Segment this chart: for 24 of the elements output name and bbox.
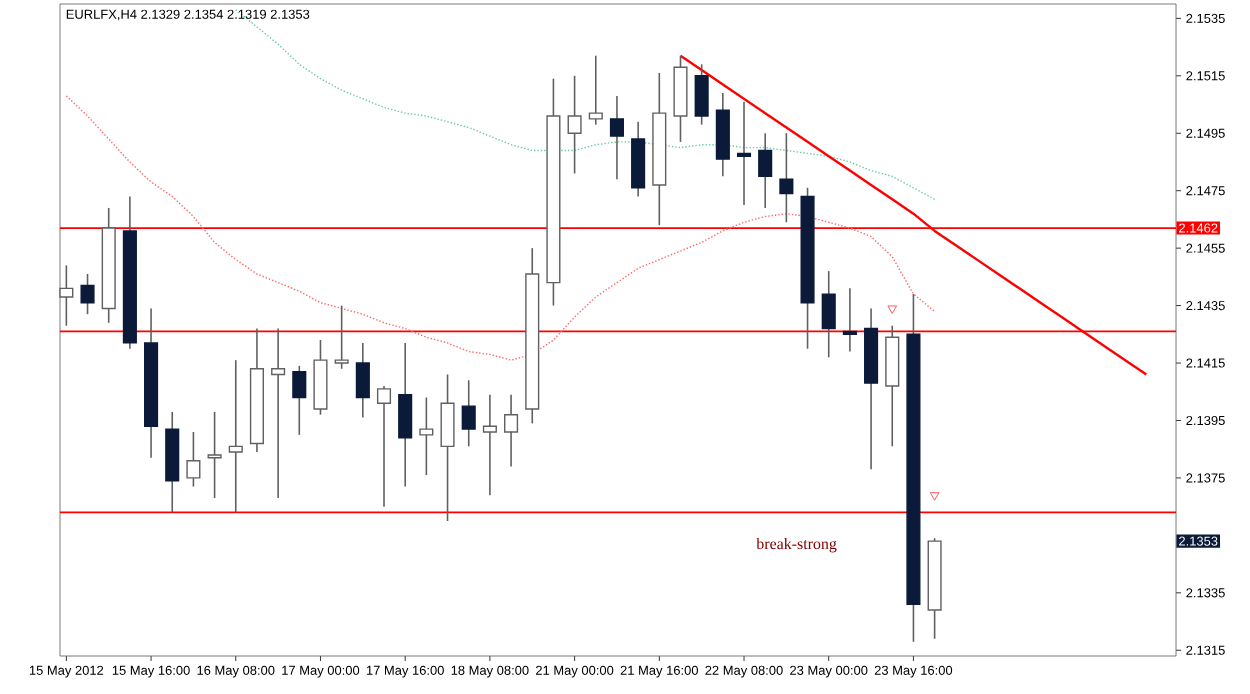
candlestick	[398, 342, 413, 488]
candlestick	[504, 393, 519, 468]
candlestick	[842, 287, 857, 353]
candlestick	[482, 393, 497, 496]
candlestick	[736, 100, 752, 206]
candlestick	[588, 54, 603, 126]
candlestick	[821, 270, 836, 359]
candlestick	[271, 327, 286, 499]
candlestick	[186, 431, 201, 488]
candlestick	[694, 63, 709, 126]
candlestick	[80, 273, 95, 315]
candlestick	[376, 385, 392, 508]
candlestick	[567, 75, 582, 175]
candlestick	[355, 342, 370, 419]
candlestick	[207, 411, 222, 499]
candlestick	[779, 132, 794, 224]
candlestick	[334, 304, 349, 370]
candlestick	[461, 379, 476, 448]
candlestick	[758, 132, 773, 209]
candlestick	[228, 359, 243, 514]
candlestick	[609, 95, 624, 180]
candlestick	[292, 365, 307, 436]
candlestick	[440, 373, 455, 522]
candlestick	[419, 396, 434, 476]
